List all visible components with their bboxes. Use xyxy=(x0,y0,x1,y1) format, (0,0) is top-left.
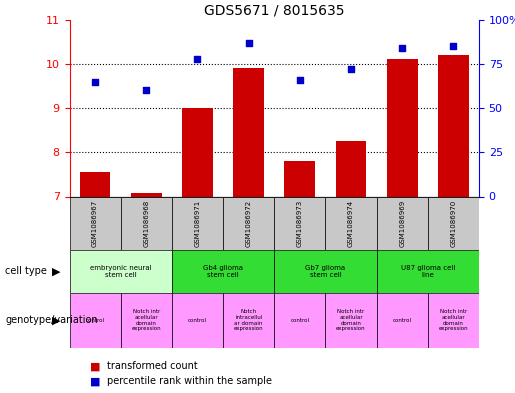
Text: GSM1086970: GSM1086970 xyxy=(450,199,456,247)
Bar xyxy=(336,141,366,196)
Bar xyxy=(121,196,172,250)
Point xyxy=(296,77,304,83)
Bar xyxy=(223,293,274,348)
Bar xyxy=(172,293,223,348)
Text: ▶: ▶ xyxy=(53,266,61,276)
Text: U87 glioma cell
line: U87 glioma cell line xyxy=(401,264,455,278)
Bar xyxy=(438,55,469,196)
Text: control: control xyxy=(188,318,207,323)
Text: genotype/variation: genotype/variation xyxy=(5,315,98,325)
Text: Notch
intracellul
ar domain
expression: Notch intracellul ar domain expression xyxy=(234,309,264,331)
Bar xyxy=(182,108,213,196)
Bar xyxy=(70,293,121,348)
Text: ■: ■ xyxy=(90,361,100,371)
Point xyxy=(142,87,150,94)
Bar xyxy=(131,193,162,196)
Text: ▶: ▶ xyxy=(53,315,61,325)
Point xyxy=(193,55,201,62)
Bar xyxy=(325,293,376,348)
Bar xyxy=(121,293,172,348)
Point xyxy=(245,40,253,46)
Text: control: control xyxy=(290,318,310,323)
Bar xyxy=(274,196,325,250)
Text: control: control xyxy=(85,318,105,323)
Bar xyxy=(376,250,479,293)
Bar xyxy=(233,68,264,196)
Text: Gb4 glioma
stem cell: Gb4 glioma stem cell xyxy=(203,264,243,278)
Text: embryonic neural
stem cell: embryonic neural stem cell xyxy=(90,264,151,278)
Text: ■: ■ xyxy=(90,376,100,386)
Point xyxy=(398,45,406,51)
Bar xyxy=(223,196,274,250)
Bar xyxy=(428,196,479,250)
Bar xyxy=(284,161,315,196)
Bar xyxy=(274,250,376,293)
Bar xyxy=(80,172,111,196)
Text: cell type: cell type xyxy=(5,266,47,276)
Text: percentile rank within the sample: percentile rank within the sample xyxy=(107,376,271,386)
Title: GDS5671 / 8015635: GDS5671 / 8015635 xyxy=(204,3,345,17)
Text: Notch intr
acellular
domain
expression: Notch intr acellular domain expression xyxy=(131,309,161,331)
Text: GSM1086968: GSM1086968 xyxy=(143,199,149,247)
Text: GSM1086969: GSM1086969 xyxy=(399,199,405,247)
Bar xyxy=(70,250,172,293)
Text: GSM1086967: GSM1086967 xyxy=(92,199,98,247)
Point xyxy=(449,43,457,49)
Point xyxy=(91,79,99,85)
Bar xyxy=(172,196,223,250)
Bar xyxy=(428,293,479,348)
Text: GSM1086972: GSM1086972 xyxy=(246,200,252,246)
Text: Notch intr
acellular
domain
expression: Notch intr acellular domain expression xyxy=(439,309,468,331)
Text: control: control xyxy=(392,318,411,323)
Text: Notch intr
acellular
domain
expression: Notch intr acellular domain expression xyxy=(336,309,366,331)
Bar xyxy=(376,196,428,250)
Bar xyxy=(172,250,274,293)
Bar xyxy=(274,293,325,348)
Point xyxy=(347,66,355,72)
Text: Gb7 glioma
stem cell: Gb7 glioma stem cell xyxy=(305,264,346,278)
Bar xyxy=(387,59,418,196)
Bar xyxy=(70,196,121,250)
Text: GSM1086973: GSM1086973 xyxy=(297,199,303,247)
Bar xyxy=(325,196,376,250)
Text: transformed count: transformed count xyxy=(107,361,197,371)
Text: GSM1086971: GSM1086971 xyxy=(195,199,200,247)
Bar xyxy=(376,293,428,348)
Text: GSM1086974: GSM1086974 xyxy=(348,200,354,246)
